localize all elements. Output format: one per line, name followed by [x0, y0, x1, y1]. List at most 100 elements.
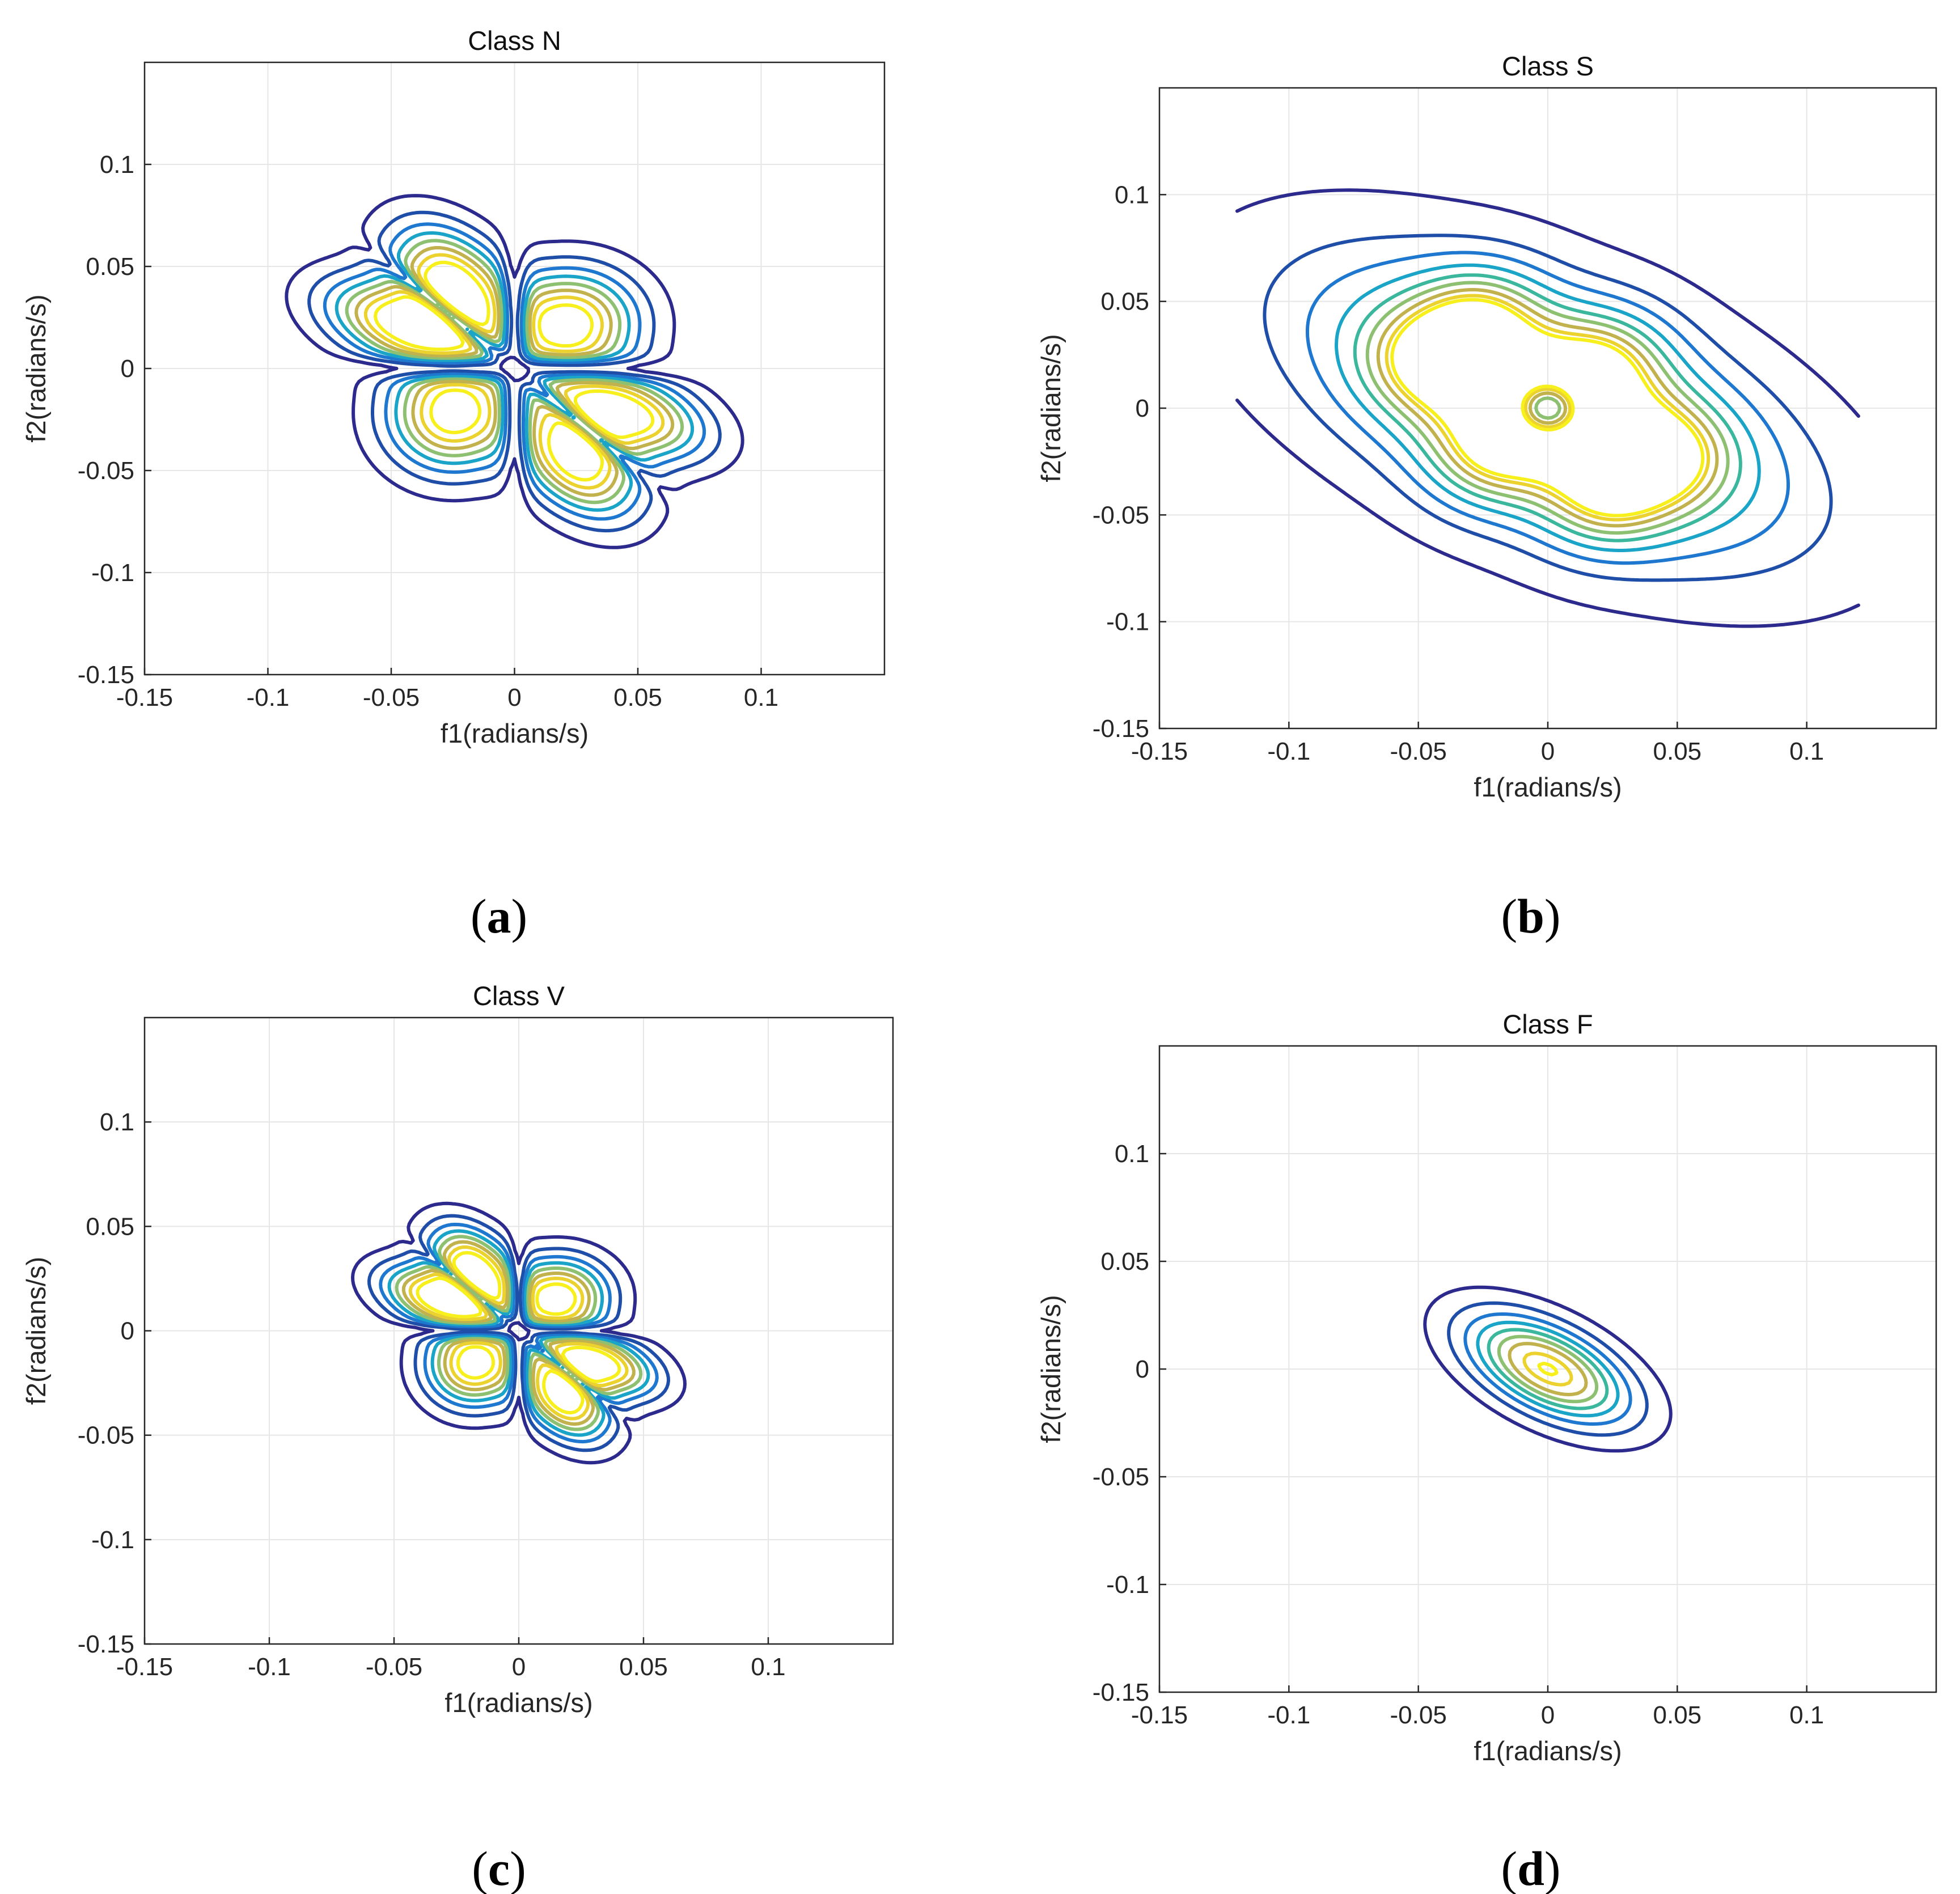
caption-paren: ( [471, 889, 487, 943]
x-axis-label: f1(radians/s) [1474, 1736, 1622, 1766]
caption-letter: a [487, 889, 511, 943]
panel-c: -0.15 -0.1 -0.05 0 0.05 0.1 -0.15 -0.1 -0.05 0 0.0… [21, 981, 894, 1894]
caption-paren: ) [1544, 1841, 1561, 1894]
x-axis-label: f1(radians/s) [445, 1688, 592, 1718]
y-tick-label: 0 [121, 1317, 134, 1345]
contour-level-3 [379, 1222, 659, 1444]
contour-level-1 [351, 1201, 687, 1465]
x-tick-label: 0 [512, 1653, 526, 1681]
contour-group [1235, 188, 1860, 628]
contour-level-9 [1537, 1362, 1559, 1376]
panel-d: -0.15 -0.1 -0.05 0 0.05 0.1 -0.15 -0.1 -0.05 0 0.0… [1036, 1009, 1937, 1894]
x-tick-label: -0.05 [1390, 738, 1447, 765]
contour-level-5 [1487, 1328, 1609, 1410]
x-tick-label: -0.15 [1131, 738, 1188, 765]
caption-paren: ) [510, 1841, 526, 1894]
x-axis-label: f1(radians/s) [1474, 772, 1622, 802]
y-tick-label: 0.1 [1115, 181, 1149, 209]
x-tick-label: 0.05 [1653, 1701, 1702, 1729]
contour-level-2 [1263, 234, 1833, 582]
contour-level-2 [1447, 1301, 1649, 1437]
x-tick-label: 0.1 [1789, 738, 1824, 765]
contour-level-7 [1508, 1342, 1588, 1396]
y-tick-label: -0.15 [1093, 1679, 1149, 1706]
chart-title: Class F [1502, 1009, 1593, 1039]
contour-group [1423, 1285, 1673, 1453]
y-tick-label: -0.1 [1106, 608, 1149, 636]
contour-level-1 [1423, 1285, 1673, 1453]
y-tick-label: 0 [1136, 1355, 1149, 1383]
contour-level-2 [307, 210, 722, 533]
x-tick-label: 0.1 [1789, 1701, 1824, 1729]
x-tick-label: 0.05 [1653, 738, 1702, 765]
contour-level-4 [387, 1229, 650, 1437]
y-tick-label: -0.15 [1093, 715, 1149, 743]
x-tick-label: -0.05 [366, 1653, 422, 1681]
x-tick-label: 0 [507, 684, 521, 711]
x-tick-label: -0.1 [247, 684, 290, 711]
x-tick-label: 0 [1541, 1701, 1555, 1729]
y-tick-label: 0.05 [86, 1213, 134, 1240]
contour-level-5 [345, 239, 684, 505]
x-tick-label: 0.05 [613, 684, 662, 711]
contour-level-6 [1365, 281, 1730, 535]
contour-level-6 [354, 246, 675, 497]
x-tick-label: -0.1 [248, 1653, 291, 1681]
y-tick-label: 0.1 [1115, 1140, 1149, 1168]
panel-caption: (a) [471, 889, 527, 943]
y-tick-label: 0 [1136, 395, 1149, 422]
contour-level-3 [323, 222, 706, 521]
y-tick-label: -0.15 [78, 1630, 134, 1658]
y-tick-label: -0.05 [1093, 501, 1149, 529]
caption-paren: ) [511, 889, 528, 943]
contour-level-7 [363, 253, 665, 490]
contour-level-8 [1522, 1351, 1573, 1387]
x-tick-label: -0.15 [116, 684, 173, 711]
panel-caption: (c) [472, 1841, 526, 1894]
caption-letter: d [1517, 1841, 1544, 1894]
y-tick-label: -0.05 [1093, 1463, 1149, 1491]
y-tick-label: -0.1 [1106, 1571, 1149, 1599]
caption-letter: c [488, 1841, 510, 1894]
caption-paren: ( [1501, 889, 1517, 943]
y-axis-label: f2(radians/s) [1036, 1295, 1066, 1443]
contour-level-9 [1390, 298, 1705, 518]
contour-level-3 [1306, 251, 1790, 565]
y-tick-label: 0 [121, 355, 134, 383]
x-tick-label: -0.1 [1267, 738, 1310, 765]
contour-level-4 [1335, 263, 1761, 552]
caption-letter: b [1517, 889, 1544, 943]
x-tick-label: 0.1 [751, 1653, 785, 1681]
contour-group [351, 1201, 687, 1465]
x-tick-label: -0.05 [1390, 1701, 1447, 1729]
y-axis-label: f2(radians/s) [1036, 334, 1066, 482]
contour-level-1 [285, 194, 744, 549]
y-tick-label: 0.05 [1100, 288, 1149, 316]
y-axis-label: f2(radians/s) [21, 294, 51, 442]
contour-level-8 [416, 1251, 621, 1415]
caption-paren: ( [472, 1841, 488, 1894]
panel-caption: (b) [1501, 889, 1560, 943]
panel-caption: (d) [1501, 1841, 1560, 1894]
y-tick-label: -0.05 [78, 457, 134, 485]
y-tick-label: -0.1 [91, 1526, 134, 1554]
y-axis-label: f2(radians/s) [21, 1257, 51, 1405]
x-axis-label: f1(radians/s) [441, 718, 589, 748]
y-tick-label: 0.05 [1100, 1248, 1149, 1276]
contour-level-5 [1353, 273, 1742, 543]
x-tick-label: -0.1 [1267, 1701, 1310, 1729]
x-tick-label: -0.15 [1131, 1701, 1188, 1729]
contour-level-8 [374, 260, 655, 482]
contour-level-8 [1385, 294, 1711, 522]
y-tick-label: -0.05 [78, 1422, 134, 1450]
contour-group [285, 194, 744, 549]
contour-level-1 [1235, 188, 1860, 628]
contour-level-4 [335, 231, 695, 512]
chart-title: Class V [473, 981, 565, 1011]
x-tick-label: -0.05 [363, 684, 420, 711]
contour-level-3 [1463, 1312, 1632, 1426]
caption-paren: ) [1544, 889, 1561, 943]
x-tick-label: 0.1 [744, 684, 778, 711]
contour-level-6 [1497, 1334, 1599, 1404]
